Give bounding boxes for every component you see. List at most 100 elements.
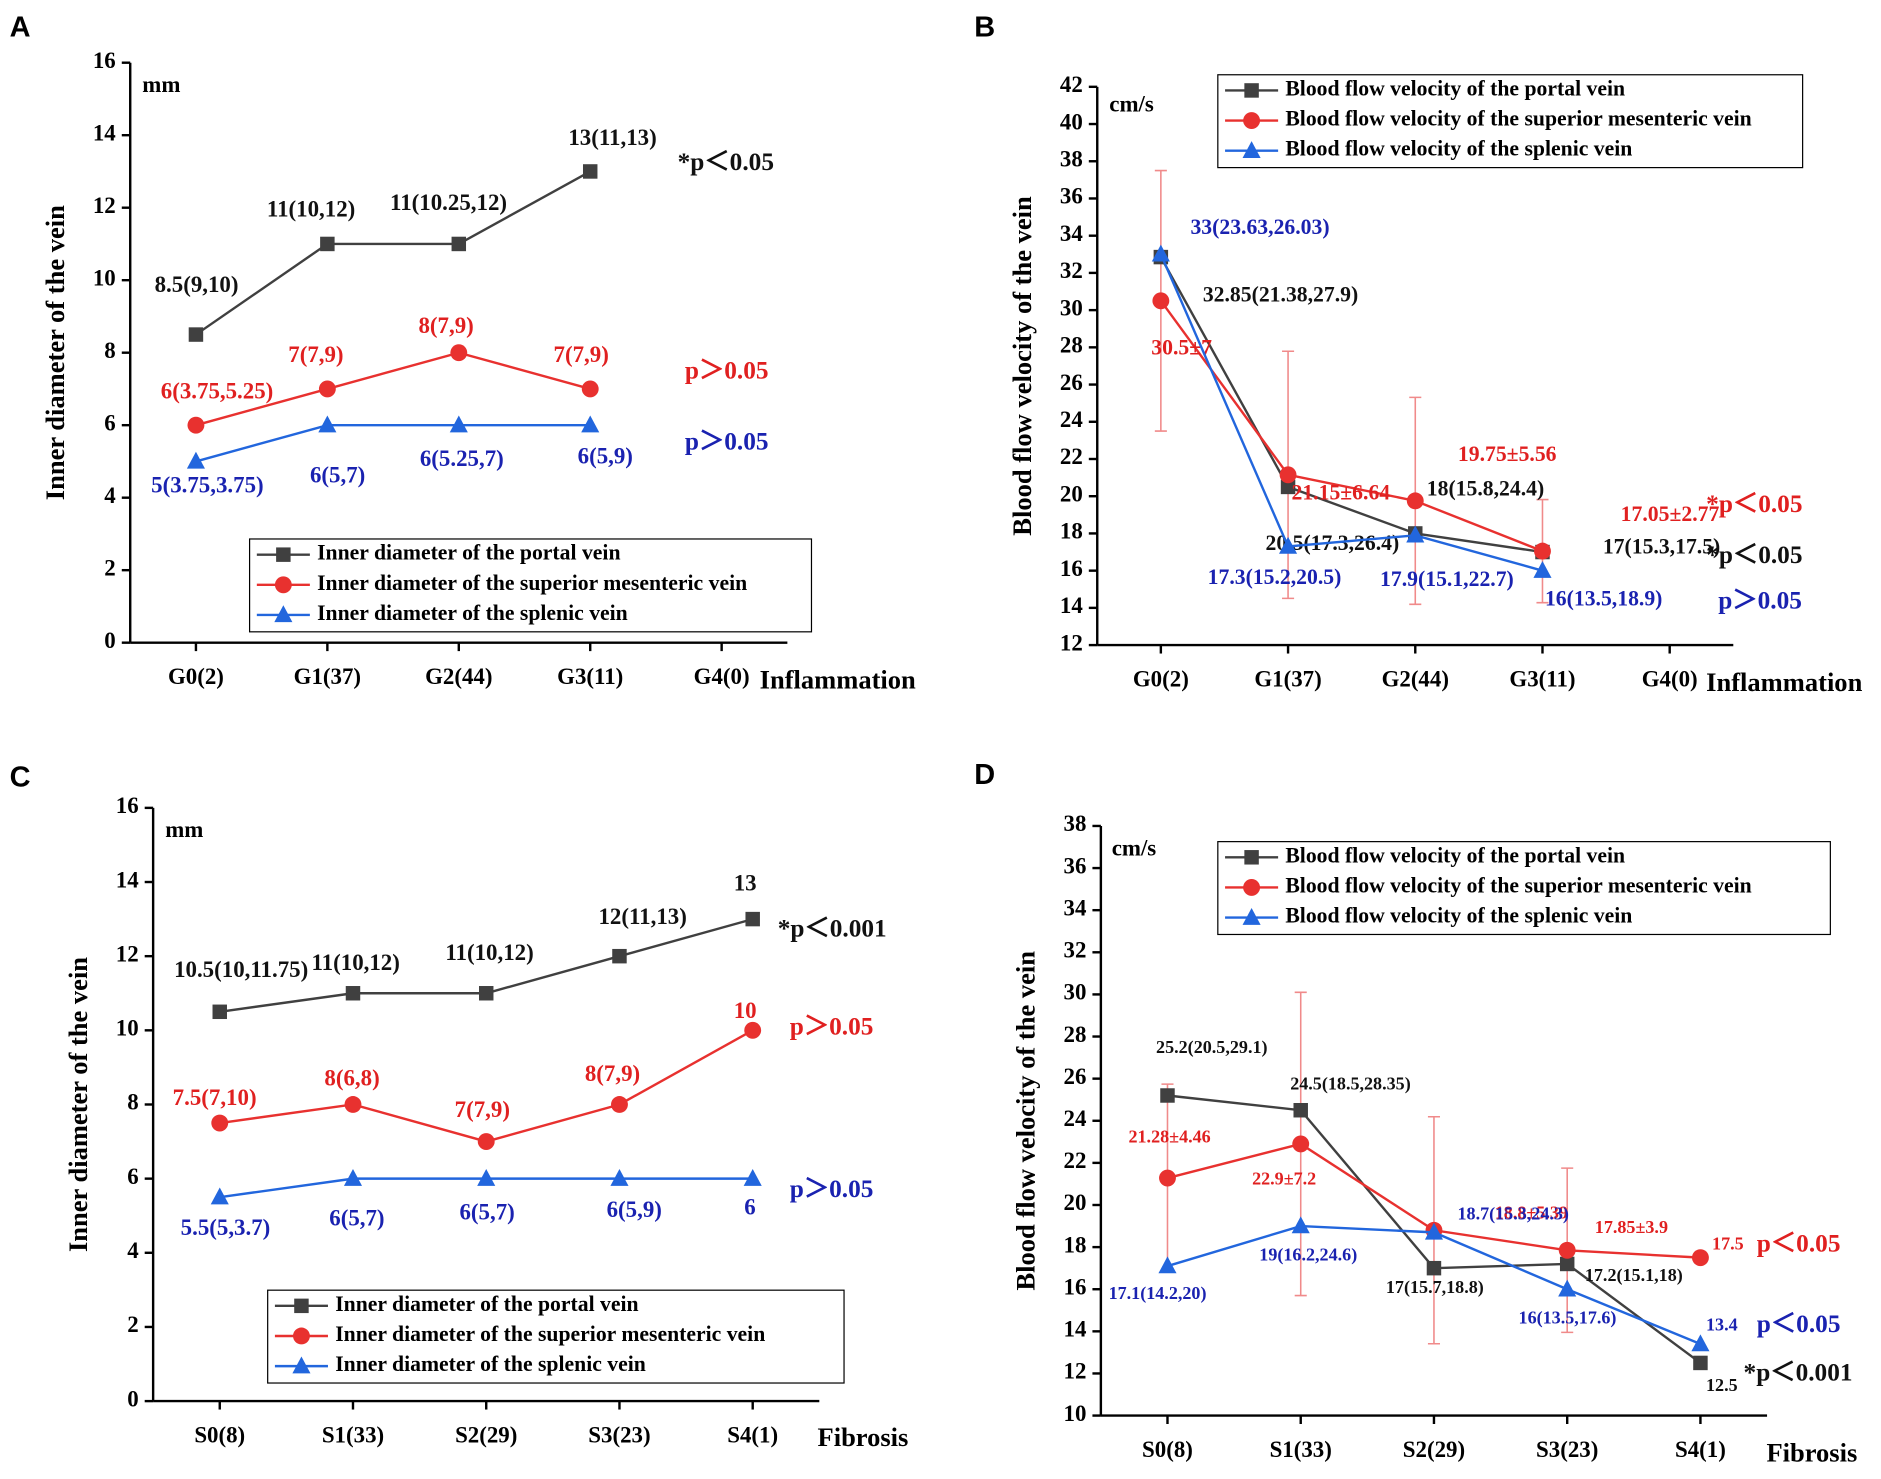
x-tick-label: S4(1) [1675, 1437, 1726, 1462]
marker-triangle [1242, 907, 1261, 925]
data-label: 6(5.25,7) [420, 446, 504, 471]
x-tick-label: S2(29) [1403, 1437, 1465, 1462]
legend-box [248, 538, 813, 633]
data-label: 6(5,7) [459, 1199, 514, 1224]
marker-triangle [1291, 1216, 1310, 1234]
y-tick-label: 26 [1060, 370, 1083, 395]
data-label: 6(5,9) [607, 1197, 662, 1222]
y-tick-label: 24 [1064, 1106, 1087, 1131]
marker-triangle [449, 415, 468, 433]
y-tick-label: 20 [1060, 481, 1083, 506]
annotation: p＜0.05 [1757, 1310, 1841, 1338]
marker-square [745, 911, 760, 927]
x-axis-label: Inflammation [760, 665, 916, 695]
data-label: 13.4 [1706, 1315, 1738, 1335]
marker-triangle [610, 1168, 629, 1186]
x-tick-label: S0(8) [1142, 1437, 1193, 1462]
marker-circle [293, 1327, 310, 1345]
data-label: 18.7(15.3,24.3) [1457, 1204, 1568, 1225]
legend-box [1217, 74, 1804, 169]
x-tick-label: G1(37) [294, 664, 361, 689]
marker-triangle [1279, 536, 1298, 554]
marker-triangle [581, 415, 600, 433]
x-tick-label: G2(44) [425, 664, 492, 689]
y-tick-label: 30 [1064, 980, 1087, 1005]
data-label: 30.5±7 [1151, 336, 1212, 360]
legend-label: Inner diameter of the splenic vein [335, 1352, 646, 1376]
panel-letter: D [974, 759, 995, 791]
legend-label: Blood flow velocity of the portal vein [1285, 76, 1625, 100]
data-label: 21.28±4.46 [1128, 1126, 1210, 1146]
legend-label: Inner diameter of the portal vein [317, 541, 620, 565]
marker-square [1244, 850, 1259, 865]
y-tick-label: 30 [1060, 295, 1083, 320]
y-tick-label: 18 [1064, 1232, 1087, 1257]
y-tick-label: 32 [1060, 258, 1083, 283]
x-tick-label: G0(2) [168, 664, 224, 689]
marker-circle [187, 416, 205, 434]
data-label: 12.5 [1706, 1375, 1738, 1395]
y-tick-label: 16 [1064, 1274, 1087, 1299]
legend-label: Inner diameter of the portal vein [335, 1292, 638, 1316]
y-tick-label: 38 [1060, 147, 1083, 172]
y-tick-label: 14 [116, 867, 139, 892]
marker-circle [450, 344, 468, 362]
y-tick-label: 12 [93, 193, 116, 218]
marker-triangle [1151, 244, 1170, 262]
y-tick-label: 34 [1060, 221, 1083, 246]
annotation: p＜0.05 [1757, 1229, 1841, 1257]
marker-circle [1292, 1135, 1310, 1153]
data-label: 25.2(20.5,29.1) [1156, 1037, 1267, 1058]
data-label: 17(15.3,17.5) [1603, 535, 1720, 559]
annotation: *p＜0.001 [1744, 1358, 1853, 1386]
marker-circle [611, 1096, 628, 1113]
legend-label: Blood flow velocity of the portal vein [1285, 843, 1625, 867]
annotation: p＞0.05 [685, 428, 769, 456]
data-label: 18(15.8,24.4) [1427, 477, 1544, 501]
x-tick-label: G4(0) [1642, 667, 1698, 692]
marker-circle [274, 576, 292, 594]
marker-square [1559, 1256, 1575, 1272]
data-label: 24.5(18.5,28.35) [1290, 1073, 1411, 1094]
y-tick-label: 36 [1060, 184, 1083, 209]
y-tick-label: 22 [1060, 444, 1083, 469]
marker-circle [1243, 112, 1261, 130]
data-label: 17.2(15.1,18) [1585, 1265, 1683, 1286]
y-tick-label: 0 [127, 1386, 138, 1411]
marker-circle [581, 380, 599, 398]
x-tick-label: S0(8) [194, 1423, 245, 1448]
marker-square [345, 986, 361, 1001]
y-tick-label: 20 [1064, 1190, 1087, 1215]
marker-square [1280, 479, 1296, 495]
y-tick-label: 12 [116, 941, 139, 966]
legend-box [1217, 841, 1831, 936]
unit-label: mm [165, 817, 203, 842]
data-label: 10.5(10,11.75) [174, 957, 308, 982]
marker-circle [211, 1114, 229, 1132]
marker-square [276, 547, 291, 562]
data-label: 6 [744, 1195, 755, 1220]
data-label: 6(3.75,5.25) [161, 378, 274, 403]
y-tick-label: 26 [1064, 1064, 1087, 1089]
legend-label: Inner diameter of the superior mesenteri… [317, 571, 747, 595]
data-label: 18.8±5.39 [1495, 1202, 1568, 1222]
marker-circle [477, 1133, 495, 1151]
y-axis-label: Inner diameter of the vein [40, 205, 70, 500]
marker-circle [1152, 292, 1170, 310]
marker-square [612, 948, 627, 964]
data-label: 32.85(21.38,27.9) [1203, 283, 1358, 307]
data-label: 13 [734, 870, 757, 895]
data-label: 11(10,12) [312, 950, 400, 975]
series-line [1159, 253, 1543, 572]
unit-label: cm/s [1112, 835, 1157, 860]
marker-triangle [477, 1168, 496, 1186]
y-tick-label: 22 [1064, 1148, 1087, 1173]
data-label: 11(10,12) [445, 940, 533, 965]
x-tick-label: G3(11) [1509, 667, 1575, 692]
data-label: 17.3(15.2,20.5) [1208, 565, 1342, 589]
annotation: *p＜0.05 [1706, 541, 1802, 569]
y-tick-label: 2 [104, 555, 115, 580]
marker-triangle [743, 1168, 762, 1186]
data-label: 8(6,8) [324, 1066, 379, 1091]
